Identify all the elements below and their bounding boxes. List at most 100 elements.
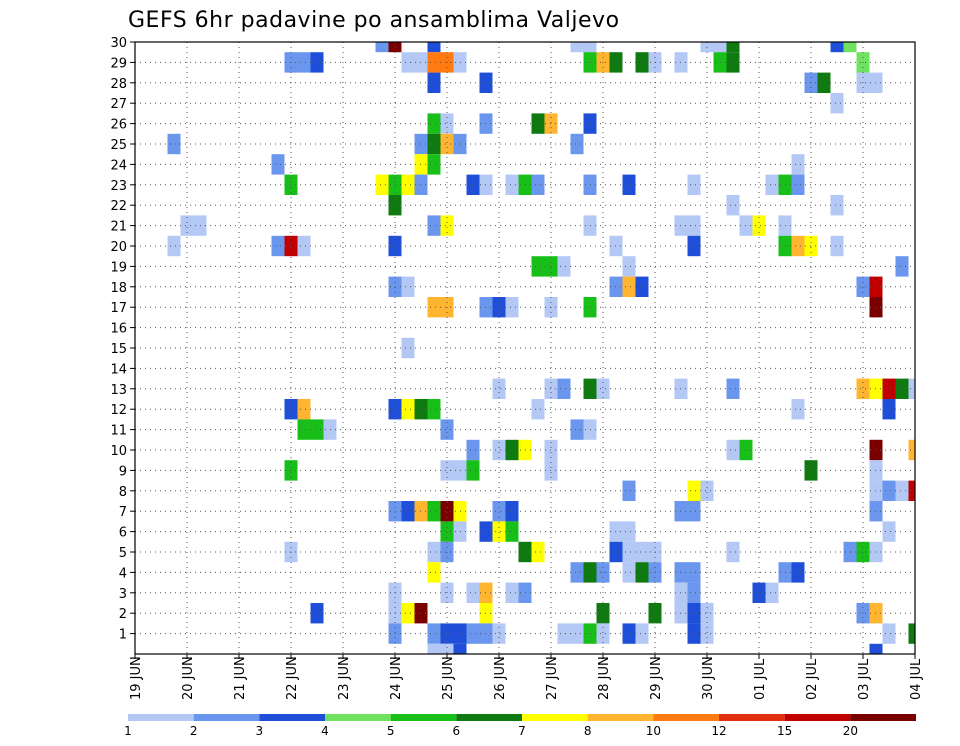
heatmap-cell bbox=[596, 623, 610, 644]
heatmap-cell bbox=[843, 42, 857, 53]
heatmap-cell bbox=[687, 215, 701, 236]
heatmap-cell bbox=[622, 480, 636, 501]
y-tick-label: 30 bbox=[110, 36, 127, 51]
y-tick-label: 21 bbox=[110, 220, 127, 235]
heatmap-cell bbox=[466, 174, 480, 195]
heatmap-cell bbox=[466, 582, 480, 603]
heatmap-cell bbox=[401, 174, 415, 195]
y-tick-label: 4 bbox=[119, 566, 127, 581]
x-tick-label: 03 JUL bbox=[857, 658, 872, 700]
heatmap-cell bbox=[622, 623, 636, 644]
heatmap-cell bbox=[401, 52, 415, 73]
colorbar-label: 1 bbox=[124, 724, 132, 738]
heatmap-cell bbox=[570, 42, 584, 53]
x-tick-label: 25 JUN bbox=[441, 656, 456, 700]
heatmap-cell bbox=[765, 174, 779, 195]
heatmap-cell bbox=[440, 460, 454, 481]
heatmap-cell bbox=[557, 378, 571, 399]
heatmap-cell bbox=[791, 562, 805, 583]
heatmap-cell bbox=[830, 195, 844, 216]
heatmap-cell bbox=[635, 541, 649, 563]
y-tick-label: 22 bbox=[110, 199, 127, 214]
heatmap-cell bbox=[427, 113, 441, 134]
y-tick-label: 16 bbox=[110, 322, 127, 337]
colorbar-swatch bbox=[719, 714, 785, 721]
heatmap-cell bbox=[440, 419, 454, 440]
heatmap-cell bbox=[492, 521, 506, 542]
heatmap-cell bbox=[310, 52, 324, 73]
y-tick-label: 17 bbox=[110, 301, 127, 316]
heatmap-cell bbox=[401, 501, 415, 522]
colorbar-swatch bbox=[653, 714, 719, 721]
heatmap-cell bbox=[635, 276, 649, 297]
colorbar-label: 2 bbox=[190, 724, 198, 738]
heatmap-cell bbox=[427, 42, 441, 53]
y-tick-label: 1 bbox=[119, 628, 127, 643]
heatmap-cell bbox=[570, 623, 584, 644]
y-tick-label: 5 bbox=[119, 546, 127, 561]
heatmap-cell bbox=[726, 439, 740, 461]
heatmap-cell bbox=[297, 419, 311, 440]
heatmap-cell bbox=[830, 235, 844, 257]
heatmap-cell bbox=[570, 419, 584, 440]
heatmap-cell bbox=[791, 154, 805, 175]
y-tick-label: 23 bbox=[110, 179, 127, 194]
heatmap-cell bbox=[427, 399, 441, 420]
heatmap-cell bbox=[791, 174, 805, 195]
heatmap-cell bbox=[882, 399, 896, 420]
heatmap-cell bbox=[440, 643, 454, 654]
x-tick-label: 02 JUL bbox=[805, 658, 820, 700]
colorbar-label: 15 bbox=[777, 724, 792, 738]
x-tick-label: 29 JUN bbox=[649, 656, 664, 700]
heatmap-cell bbox=[427, 154, 441, 175]
x-tick-label: 27 JUN bbox=[545, 656, 560, 700]
colorbar-swatch bbox=[325, 714, 391, 721]
heatmap-cell bbox=[427, 562, 441, 583]
colorbar-swatch bbox=[850, 714, 916, 721]
heatmap-cell bbox=[557, 256, 571, 277]
heatmap-cell bbox=[505, 582, 519, 603]
heatmap-cell bbox=[427, 52, 441, 73]
colorbar-swatch bbox=[193, 714, 260, 721]
heatmap-cell bbox=[167, 133, 181, 155]
heatmap-cell bbox=[908, 623, 915, 644]
heatmap-cell bbox=[882, 480, 896, 501]
heatmap-cell bbox=[596, 603, 610, 624]
heatmap-cell bbox=[908, 480, 915, 501]
x-tick-label: 26 JUN bbox=[493, 656, 508, 700]
y-tick-label: 8 bbox=[119, 485, 127, 500]
heatmap-cell bbox=[700, 603, 714, 624]
heatmap-cell bbox=[310, 419, 324, 440]
heatmap-cell bbox=[908, 439, 915, 461]
x-tick-label: 30 JUN bbox=[701, 656, 716, 700]
heatmap-cell bbox=[726, 541, 740, 563]
heatmap-cell bbox=[726, 378, 740, 399]
heatmap-cell bbox=[726, 42, 740, 53]
heatmap-cell bbox=[440, 501, 454, 522]
heatmap-cell bbox=[765, 582, 779, 603]
y-tick-label: 6 bbox=[119, 526, 127, 541]
heatmap-cell bbox=[492, 439, 506, 461]
heatmap-cell bbox=[427, 643, 441, 654]
colorbar-label: 6 bbox=[453, 724, 461, 738]
y-tick-label: 12 bbox=[110, 403, 127, 418]
x-tick-label: 20 JUN bbox=[181, 656, 196, 700]
heatmap-cell bbox=[583, 42, 597, 53]
heatmap-cell bbox=[895, 480, 909, 501]
heatmap-cell bbox=[505, 439, 519, 461]
heatmap-cell bbox=[492, 378, 506, 399]
heatmap-cell bbox=[895, 256, 909, 277]
heatmap-cell bbox=[531, 399, 545, 420]
heatmap-cell bbox=[297, 235, 311, 257]
heatmap-cell bbox=[687, 480, 701, 501]
heatmap-cell bbox=[895, 378, 909, 399]
heatmap-cell bbox=[531, 256, 545, 277]
heatmap-cell bbox=[401, 603, 415, 624]
heatmap-cell bbox=[882, 623, 896, 644]
colorbar-swatch bbox=[522, 714, 588, 721]
heatmap-cell bbox=[531, 113, 545, 134]
heatmap-cell bbox=[635, 623, 649, 644]
heatmap-cell bbox=[635, 562, 649, 583]
